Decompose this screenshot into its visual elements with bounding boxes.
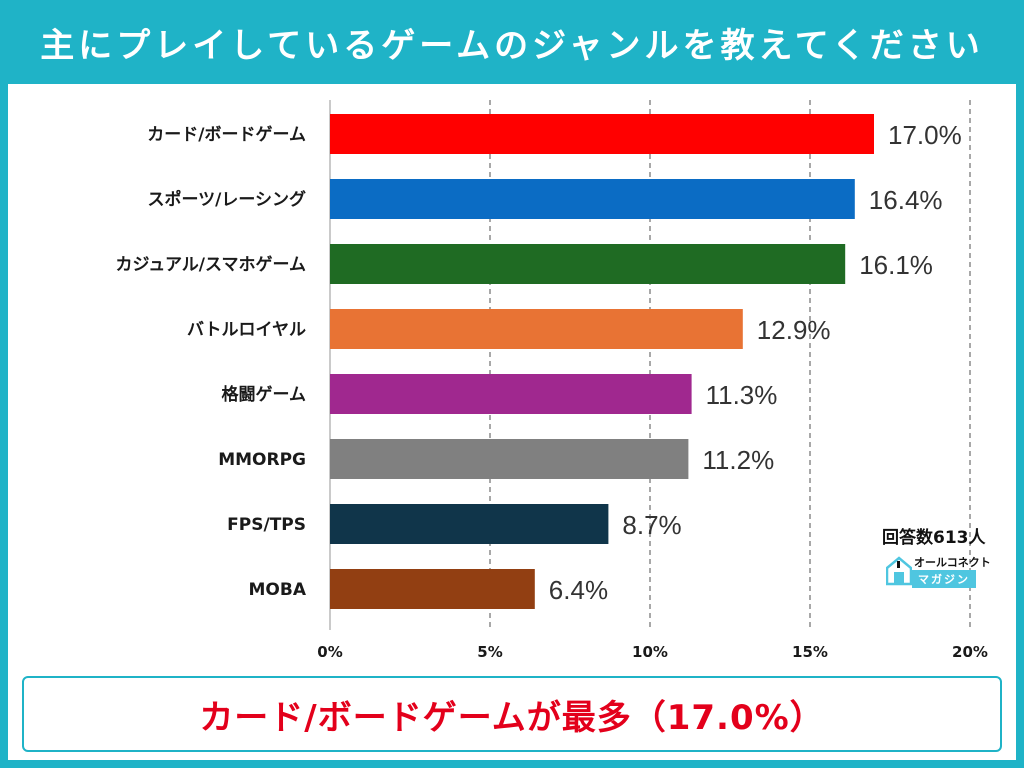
- category-label: MOBA: [249, 580, 307, 600]
- category-label: カード/ボードゲーム: [147, 124, 306, 145]
- x-tick-label: 15%: [792, 643, 828, 661]
- bar: [330, 569, 535, 609]
- x-tick-label: 10%: [632, 643, 668, 661]
- brand-logo: オールコネクト マガジン: [882, 554, 1000, 590]
- value-label: 16.4%: [869, 185, 943, 215]
- conclusion-text: カード/ボードゲームが最多（17.0%）: [199, 697, 825, 738]
- category-label: FPS/TPS: [227, 515, 306, 535]
- logo-text-top: オールコネクト: [914, 556, 991, 569]
- x-tick-label: 20%: [952, 643, 988, 661]
- category-label: カジュアル/スマホゲーム: [116, 254, 307, 275]
- category-label: MMORPG: [218, 450, 306, 470]
- x-tick-label: 0%: [317, 643, 342, 661]
- bar: [330, 439, 689, 479]
- value-label: 11.3%: [706, 380, 778, 410]
- bar: [330, 179, 855, 219]
- value-label: 12.9%: [757, 315, 831, 345]
- logo-text-bottom: マガジン: [912, 570, 976, 588]
- value-label: 17.0%: [888, 120, 962, 150]
- category-label: スポーツ/レーシング: [147, 189, 306, 210]
- bar: [330, 374, 692, 414]
- conclusion-banner: カード/ボードゲームが最多（17.0%）: [22, 676, 1002, 752]
- house-logo-icon: [886, 556, 912, 586]
- category-label: バトルロイヤル: [187, 320, 306, 340]
- bar: [330, 114, 874, 154]
- value-label: 8.7%: [622, 510, 681, 540]
- bar: [330, 504, 609, 544]
- bar: [330, 309, 743, 349]
- value-label: 11.2%: [702, 445, 774, 475]
- category-label: 格闘ゲーム: [222, 384, 307, 405]
- bar: [330, 244, 846, 284]
- value-label: 6.4%: [549, 575, 608, 605]
- x-tick-label: 5%: [477, 643, 502, 661]
- respondent-count: 回答数613人: [882, 528, 986, 548]
- value-label: 16.1%: [859, 250, 933, 280]
- chart-title: 主にプレイしているゲームのジャンルを教えてください: [40, 25, 984, 66]
